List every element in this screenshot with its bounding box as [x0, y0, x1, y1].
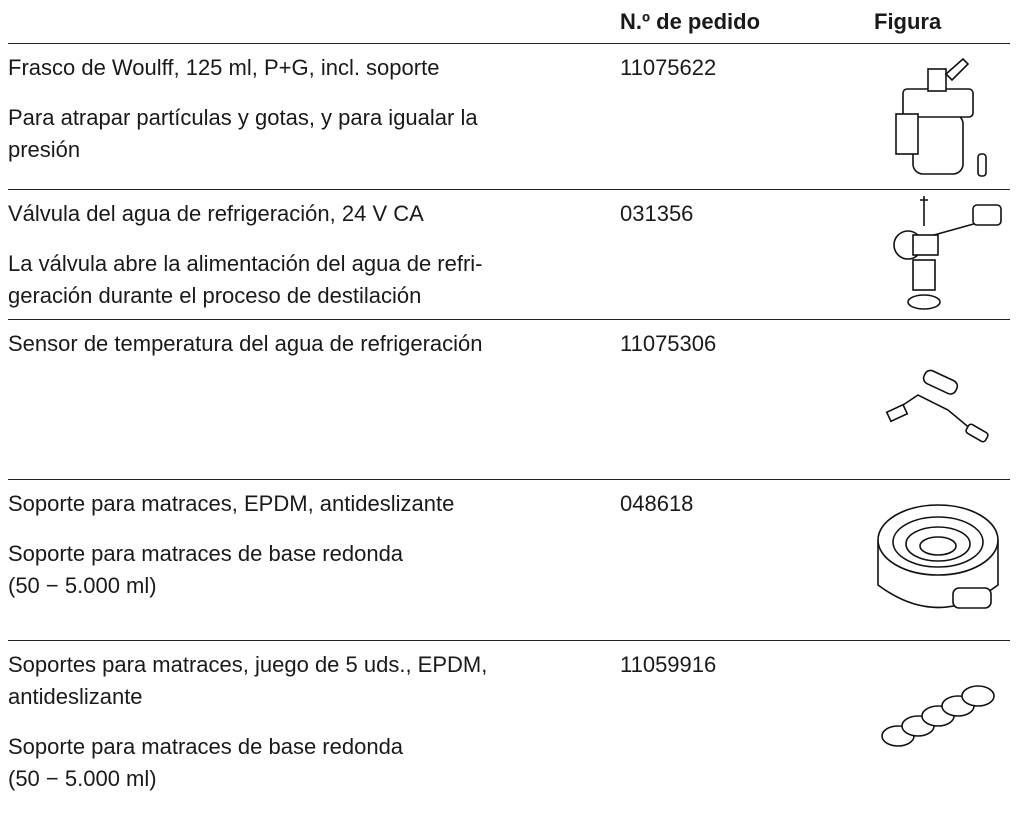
paragraph: Soportes para matraces, juego de 5 uds.,… [8, 649, 608, 713]
text-line: Frasco de Woulff, 125 ml, P+G, incl. sop… [8, 55, 440, 80]
text-line: Para atrapar partículas y gotas, y para … [8, 105, 478, 130]
figure-cooling-valve [893, 196, 1002, 310]
text-line: Soporte para matraces, EPDM, antidesliza… [8, 491, 455, 516]
table-row: Válvula del agua de refrigeración, 24 V … [8, 190, 1010, 320]
header-order-number: N.º de pedido [620, 9, 761, 34]
paragraph: Soporte para matraces, EPDM, antidesliza… [8, 488, 608, 520]
figure [868, 190, 1008, 325]
paragraph: Soporte para matraces de base redonda (50… [8, 731, 608, 795]
table-header: N.º de pedido Figura [8, 0, 1010, 44]
text-line: Soporte para matraces de base redonda [8, 541, 404, 566]
text-line: (50 − 5.000 ml) [8, 766, 157, 791]
figure [868, 320, 1008, 475]
paragraph: Frasco de Woulff, 125 ml, P+G, incl. sop… [8, 52, 608, 84]
order-number: 11075306 [620, 331, 717, 356]
paragraph: Para atrapar partículas y gotas, y para … [8, 102, 608, 166]
figure [868, 44, 1008, 189]
description: Soporte para matraces, EPDM, antidesliza… [8, 488, 608, 620]
paragraph: La válvula abre la alimentación del agua… [8, 248, 608, 312]
order-number: 11059916 [620, 652, 717, 677]
text-line: antideslizante [8, 684, 143, 709]
order-number: 11075622 [620, 55, 717, 80]
figure [868, 480, 1008, 645]
order-number: 031356 [620, 201, 694, 226]
text-line: Soporte para matraces de base redonda [8, 734, 404, 759]
figure-flask-holder-set [881, 685, 995, 747]
table-row: Soporte para matraces, EPDM, antidesliza… [8, 480, 1010, 641]
text-line: Válvula del agua de refrigeración, 24 V … [8, 201, 424, 226]
paragraph: Válvula del agua de refrigeración, 24 V … [8, 198, 608, 230]
order-number: 048618 [620, 491, 694, 516]
text-line: Sensor de temperatura del agua de refrig… [8, 331, 483, 356]
figure-flask-holder [877, 504, 999, 609]
header-figure: Figura [874, 9, 942, 34]
description: Frasco de Woulff, 125 ml, P+G, incl. sop… [8, 52, 608, 184]
paragraph: Soporte para matraces de base redonda (50… [8, 538, 608, 602]
description: Válvula del agua de refrigeración, 24 V … [8, 198, 608, 330]
description: Sensor de temperatura del agua de refrig… [8, 328, 608, 378]
table-row: Soportes para matraces, juego de 5 uds.,… [8, 641, 1010, 794]
table-row: Sensor de temperatura del agua de refrig… [8, 320, 1010, 480]
table-row: Frasco de Woulff, 125 ml, P+G, incl. sop… [8, 44, 1010, 190]
text-line: geración durante el proceso de destilaci… [8, 283, 422, 308]
description: Soportes para matraces, juego de 5 uds.,… [8, 649, 608, 813]
text-line: La válvula abre la alimentación del agua… [8, 251, 483, 276]
figure [868, 641, 1008, 796]
text-line: (50 − 5.000 ml) [8, 573, 157, 598]
text-line: presión [8, 137, 81, 162]
text-line: Soportes para matraces, juego de 5 uds.,… [8, 652, 488, 677]
figure-temperature-sensor [885, 369, 989, 443]
page: N.º de pedido Figura Frasco de Woulff, 1… [8, 0, 1010, 794]
figure-woulff-bottle [895, 57, 987, 177]
paragraph: Sensor de temperatura del agua de refrig… [8, 328, 608, 360]
